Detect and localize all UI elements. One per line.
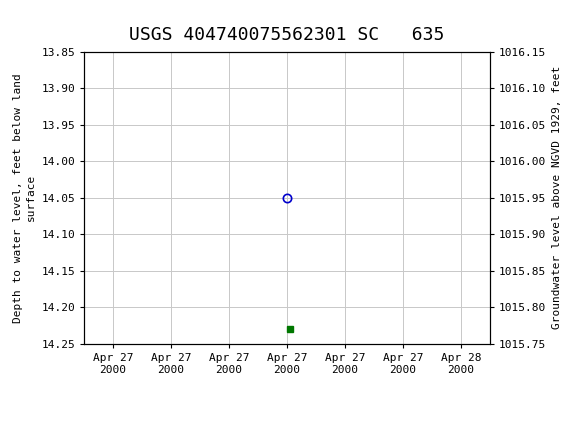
Title: USGS 404740075562301 SC   635: USGS 404740075562301 SC 635 [129,27,445,44]
Text: ≡USGS: ≡USGS [7,11,61,29]
Y-axis label: Groundwater level above NGVD 1929, feet: Groundwater level above NGVD 1929, feet [552,66,562,329]
Y-axis label: Depth to water level, feet below land
surface: Depth to water level, feet below land su… [13,73,36,322]
Legend: Period of approved data: Period of approved data [179,426,396,430]
